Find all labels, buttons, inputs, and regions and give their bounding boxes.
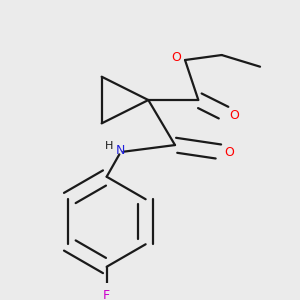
Text: N: N [116,144,125,157]
Text: O: O [230,109,239,122]
Text: F: F [103,289,110,300]
Text: O: O [172,51,182,64]
Text: O: O [224,146,234,159]
Text: H: H [105,141,113,151]
